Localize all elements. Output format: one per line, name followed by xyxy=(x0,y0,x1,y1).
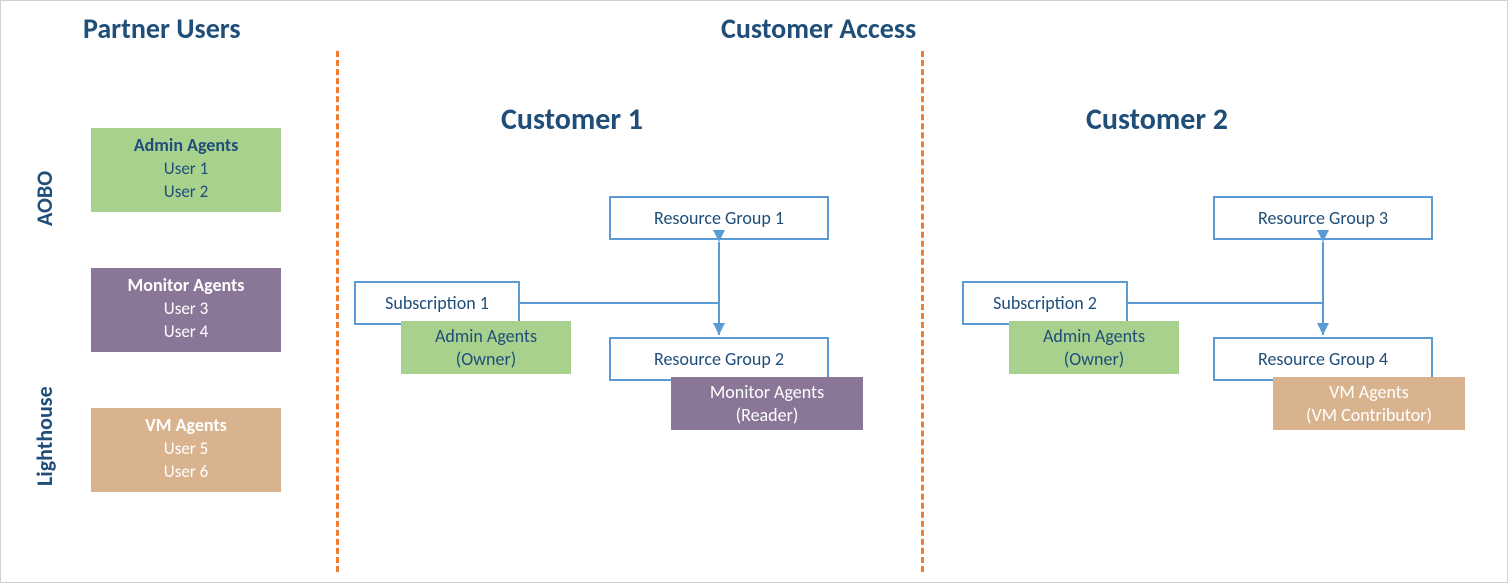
diagram-canvas: Partner Users Customer Access AOBO Light… xyxy=(0,0,1508,583)
lighthouse-label: Lighthouse xyxy=(31,386,58,486)
c1-rg2-box: Resource Group 2 xyxy=(609,337,829,381)
c1-sub-role-detail: (Owner) xyxy=(407,348,565,371)
c1-subscription-box: Subscription 1 xyxy=(354,281,520,325)
c2-rg-role-tag: VM Agents (VM Contributor) xyxy=(1273,377,1465,430)
c2-rg2-box: Resource Group 4 xyxy=(1213,337,1433,381)
vm-agents-group: VM Agents User 5 User 6 xyxy=(91,408,281,492)
c2-subscription-box: Subscription 2 xyxy=(962,281,1128,325)
divider-2 xyxy=(921,51,924,572)
c2-sub-role-tag: Admin Agents (Owner) xyxy=(1009,321,1179,374)
partner-users-header: Partner Users xyxy=(83,11,241,46)
aobo-label: AOBO xyxy=(31,171,58,226)
c2-rg1-box: Resource Group 3 xyxy=(1213,196,1433,240)
c2-sub-role-detail: (Owner) xyxy=(1015,348,1173,371)
c1-rg-role-title: Monitor Agents xyxy=(677,381,857,404)
vm-user-2: User 6 xyxy=(95,461,277,484)
admin-agents-title: Admin Agents xyxy=(95,134,277,156)
admin-user-2: User 2 xyxy=(95,181,277,204)
monitor-user-1: User 3 xyxy=(95,298,277,321)
c2-rg-role-title: VM Agents xyxy=(1279,381,1459,404)
customer-1-title: Customer 1 xyxy=(501,101,643,138)
c1-rg-role-tag: Monitor Agents (Reader) xyxy=(671,377,863,430)
admin-agents-group: Admin Agents User 1 User 2 xyxy=(91,128,281,212)
admin-user-1: User 1 xyxy=(95,158,277,181)
monitor-user-2: User 4 xyxy=(95,321,277,344)
c2-sub-role-title: Admin Agents xyxy=(1015,325,1173,348)
vm-agents-title: VM Agents xyxy=(95,414,277,436)
vm-user-1: User 5 xyxy=(95,438,277,461)
monitor-agents-title: Monitor Agents xyxy=(95,274,277,296)
c2-rg-role-detail: (VM Contributor) xyxy=(1279,404,1459,427)
c1-sub-role-tag: Admin Agents (Owner) xyxy=(401,321,571,374)
c1-rg1-box: Resource Group 1 xyxy=(609,196,829,240)
monitor-agents-group: Monitor Agents User 3 User 4 xyxy=(91,268,281,352)
c1-sub-role-title: Admin Agents xyxy=(407,325,565,348)
customer-access-header: Customer Access xyxy=(721,11,916,46)
c1-rg-role-detail: (Reader) xyxy=(677,404,857,427)
divider-1 xyxy=(336,51,339,572)
customer-2-title: Customer 2 xyxy=(1086,101,1228,138)
